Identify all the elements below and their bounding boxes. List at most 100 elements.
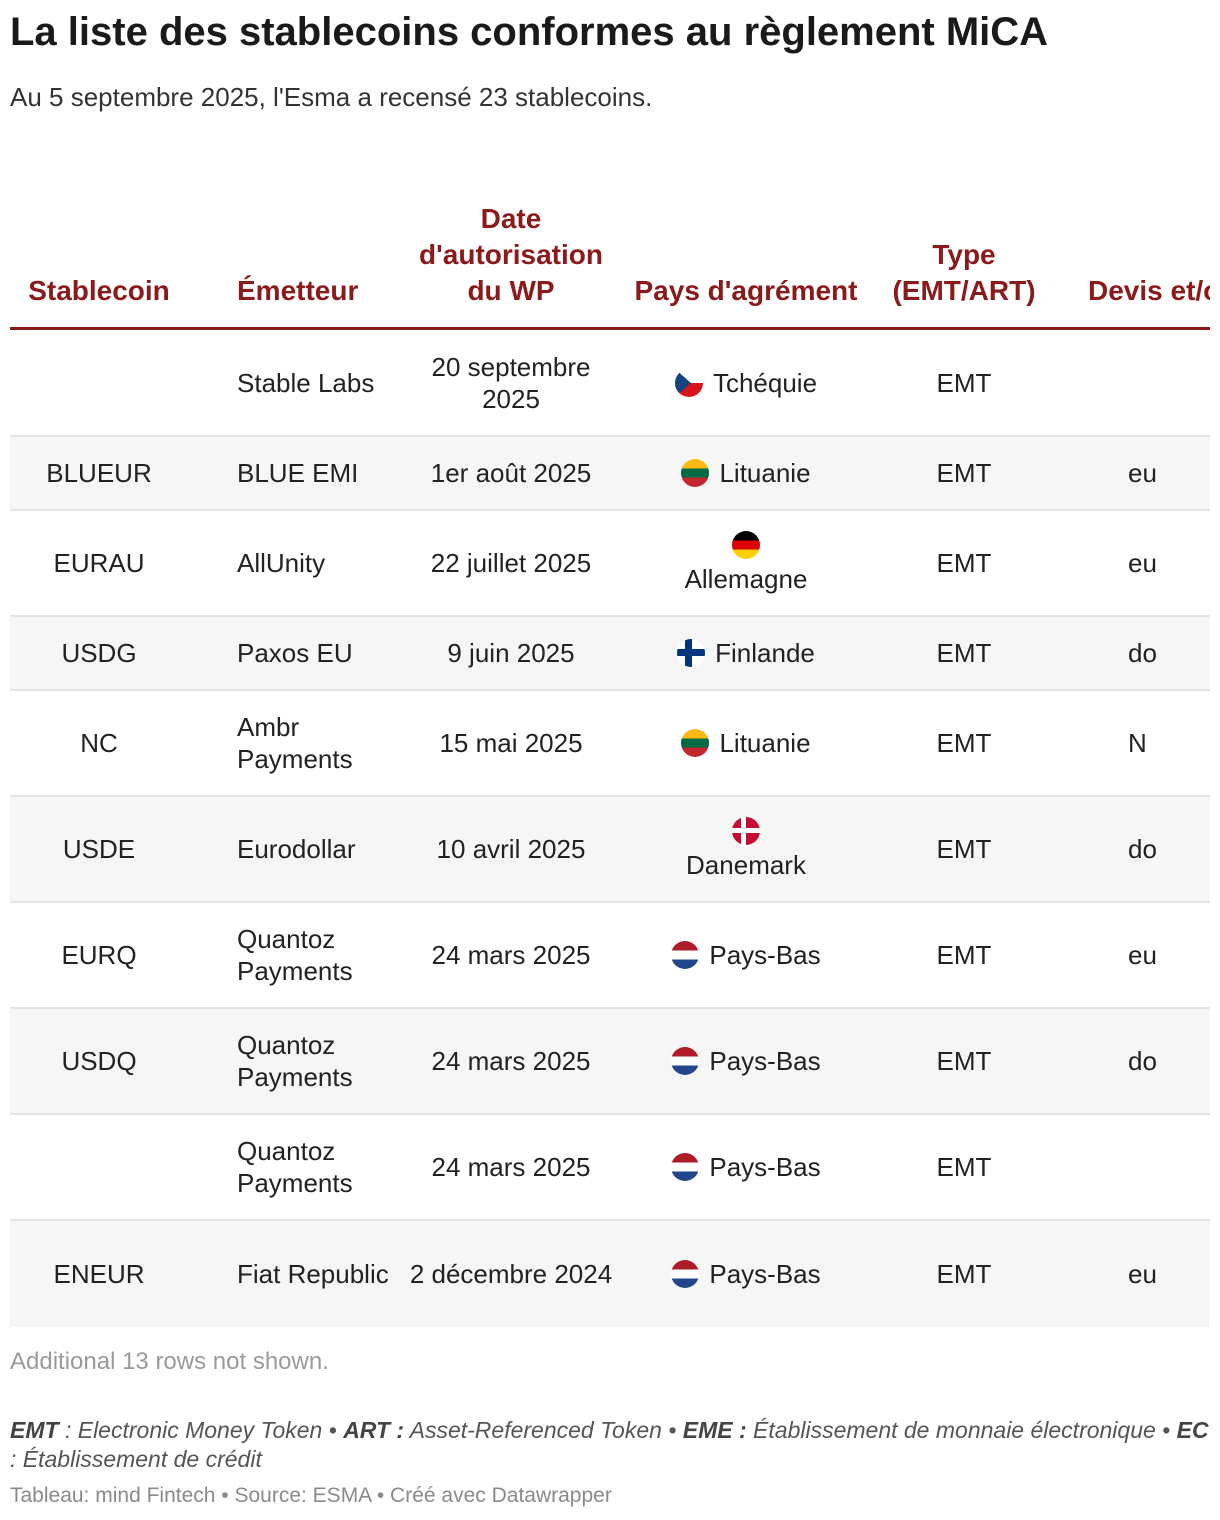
table-row: USDQ Quantoz Payments 24 mars 2025 Pays-… xyxy=(10,1009,1210,1115)
cell-emetteur: Stable Labs xyxy=(237,367,375,398)
fi-flag-icon xyxy=(677,639,706,667)
cell-date: 24 mars 2025 xyxy=(431,1152,591,1182)
page-subtitle: Au 5 septembre 2025, l'Esma a recensé 23… xyxy=(10,82,653,112)
cell-devise xyxy=(1058,330,1210,435)
footer-credits: Tableau: mind Fintech • Source: ESMA • C… xyxy=(10,1484,612,1507)
table-row: Stable Labs 20 septembre 2025 Tchéquie E… xyxy=(10,330,1210,437)
column-header-date[interactable]: Date d'autorisation du WP xyxy=(419,203,603,306)
cell-pays: Lituanie xyxy=(622,437,870,509)
cell-date: 1er août 2025 xyxy=(430,458,592,488)
table-row: USDG Paxos EU 9 juin 2025 Finlande EMT d… xyxy=(10,617,1210,691)
cell-type: EMT xyxy=(936,367,992,398)
cell-stablecoin: NC xyxy=(80,728,118,758)
country-name: Lituanie xyxy=(719,458,811,488)
table-row: BLUEUR BLUE EMI 1er août 2025 Lituanie E… xyxy=(10,437,1210,511)
cell-date: 24 mars 2025 xyxy=(431,1046,591,1076)
cell-devise: eu xyxy=(1128,458,1157,488)
cell-type: EMT xyxy=(936,458,992,488)
cell-type: EMT xyxy=(936,834,992,864)
country-name: Lituanie xyxy=(719,728,811,758)
cell-emetteur: Eurodollar xyxy=(237,834,356,864)
country-name: Allemagne xyxy=(684,564,808,594)
cell-emetteur: Paxos EU xyxy=(237,638,353,668)
nl-flag-icon xyxy=(671,941,700,969)
cell-stablecoin: USDG xyxy=(61,638,137,668)
cell-type: EMT xyxy=(936,940,992,970)
country-name: Tchéquie xyxy=(712,367,818,398)
country-name: Pays-Bas xyxy=(709,940,821,970)
cell-pays: Finlande xyxy=(622,617,870,689)
cz-flag-icon xyxy=(674,368,703,397)
cell-devise xyxy=(1058,1115,1210,1219)
lt-flag-icon xyxy=(681,459,710,487)
cell-devise: do xyxy=(1128,638,1157,668)
cell-date: 9 juin 2025 xyxy=(447,638,575,668)
dk-flag-icon xyxy=(732,817,760,845)
stablecoin-table: Stablecoin Émetteur Date d'autorisation … xyxy=(10,200,1210,1327)
legend-term-art: ART : xyxy=(343,1417,405,1443)
cell-type: EMT xyxy=(936,1046,992,1076)
cell-pays: Pays-Bas xyxy=(622,1221,870,1327)
legend-def-ec: : Établissement de crédit xyxy=(10,1446,262,1472)
page-title: La liste des stablecoins conformes au rè… xyxy=(10,10,1049,54)
cell-type: EMT xyxy=(936,1152,992,1182)
column-header-pays[interactable]: Pays d'agrément xyxy=(634,275,858,306)
table-header: Stablecoin Émetteur Date d'autorisation … xyxy=(10,200,1210,330)
legend-term-eme: EME : xyxy=(682,1417,747,1443)
table-row: EURAU AllUnity 22 juillet 2025 Allemagne… xyxy=(10,511,1210,617)
legend-def-art: Asset-Referenced Token • xyxy=(404,1417,683,1443)
country-name: Pays-Bas xyxy=(709,1046,821,1076)
cell-pays: Pays-Bas xyxy=(622,903,870,1007)
table-row: ENEUR Fiat Republic 2 décembre 2024 Pays… xyxy=(10,1221,1210,1327)
cell-date: 2 décembre 2024 xyxy=(409,1259,613,1289)
more-rows-note: Additional 13 rows not shown. xyxy=(10,1348,329,1375)
cell-type: EMT xyxy=(936,548,992,578)
legend-term-ec: EC xyxy=(1176,1417,1209,1443)
country-name: Finlande xyxy=(715,638,815,668)
legend: EMT : Electronic Money Token • ART : Ass… xyxy=(10,1416,1215,1474)
column-header-emetteur[interactable]: Émetteur xyxy=(237,275,359,306)
table-row: USDE Eurodollar 10 avril 2025 Danemark E… xyxy=(10,797,1210,903)
column-header-stablecoin[interactable]: Stablecoin xyxy=(28,275,170,306)
cell-devise: do xyxy=(1128,1046,1157,1076)
table-row: Quantoz Payments 24 mars 2025 Pays-Bas E… xyxy=(10,1115,1210,1221)
nl-flag-icon xyxy=(671,1260,700,1288)
country-name: Danemark xyxy=(686,850,806,880)
de-flag-icon xyxy=(731,531,760,559)
cell-devise: eu xyxy=(1128,940,1157,970)
cell-pays: Pays-Bas xyxy=(622,1115,870,1219)
cell-stablecoin: USDQ xyxy=(61,1046,137,1076)
cell-type: EMT xyxy=(936,638,992,668)
cell-devise: eu xyxy=(1128,548,1157,578)
cell-emetteur: AllUnity xyxy=(237,548,326,578)
cell-emetteur: Quantoz Payments xyxy=(237,924,353,986)
cell-emetteur: Fiat Republic xyxy=(237,1259,389,1289)
cell-emetteur: Ambr Payments xyxy=(237,712,353,774)
cell-stablecoin: BLUEUR xyxy=(46,458,152,488)
legend-def-emt: : Electronic Money Token • xyxy=(58,1417,344,1443)
country-name: Pays-Bas xyxy=(709,1259,821,1289)
cell-stablecoin: ENEUR xyxy=(53,1259,145,1289)
cell-emetteur: Quantoz Payments xyxy=(237,1030,353,1092)
column-header-type[interactable]: Type (EMT/ART) xyxy=(892,239,1036,306)
legend-def-eme: Établissement de monnaie électronique • xyxy=(746,1417,1177,1443)
cell-date: 15 mai 2025 xyxy=(439,728,583,758)
lt-flag-icon xyxy=(681,729,710,757)
cell-date: 10 avril 2025 xyxy=(436,834,586,864)
nl-flag-icon xyxy=(671,1047,700,1075)
cell-devise: do xyxy=(1128,834,1157,864)
cell-stablecoin xyxy=(10,1115,188,1219)
cell-pays: Pays-Bas xyxy=(622,1009,870,1113)
cell-date: 22 juillet 2025 xyxy=(430,548,592,578)
cell-type: EMT xyxy=(936,1259,992,1289)
cell-type: EMT xyxy=(936,728,992,758)
cell-date: 20 septembre 2025 xyxy=(431,351,591,414)
cell-pays: Allemagne xyxy=(622,511,870,615)
cell-devise: N xyxy=(1128,728,1147,758)
cell-pays: Lituanie xyxy=(622,691,870,795)
cell-pays: Tchéquie xyxy=(622,330,870,435)
cell-emetteur: Quantoz Payments xyxy=(237,1136,353,1198)
column-header-devise[interactable]: Devis et/ou a d'adoss xyxy=(1088,275,1210,306)
country-name: Pays-Bas xyxy=(709,1152,821,1182)
cell-stablecoin: EURQ xyxy=(61,940,137,970)
